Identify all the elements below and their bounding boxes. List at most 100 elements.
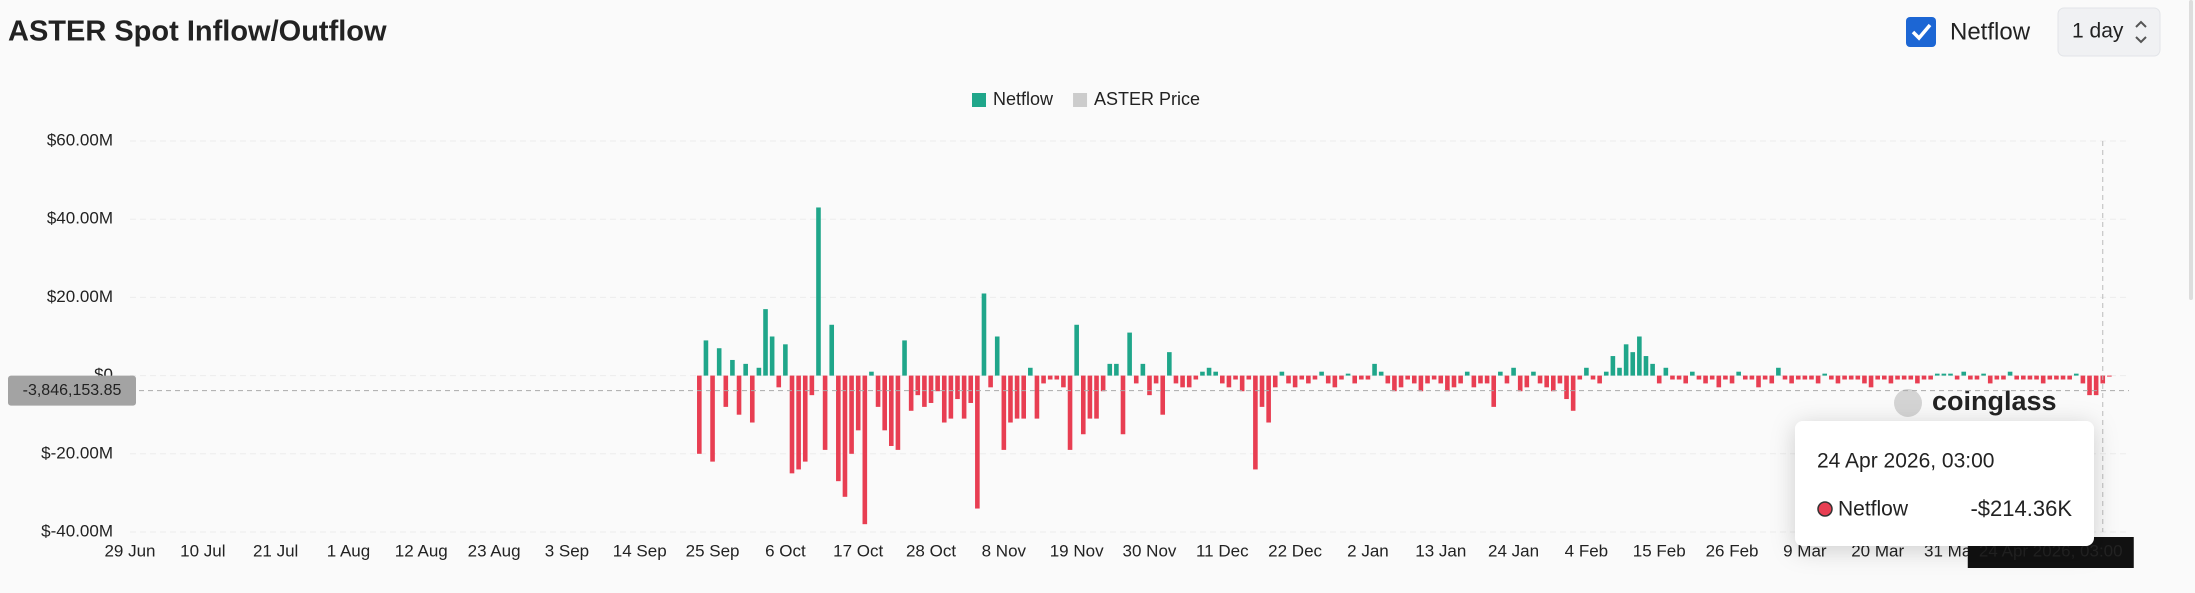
bar [1511,367,1516,376]
bar [749,375,755,423]
bar [1809,375,1814,380]
bar [1306,375,1311,384]
bar [1464,371,1470,376]
bar [1286,375,1291,384]
bar [1756,375,1761,388]
bar [1941,373,1947,376]
bar [1901,375,1907,380]
bar [1524,375,1530,388]
bar [1954,375,1960,380]
bar [2073,373,2079,376]
bar [716,348,722,376]
bar [1087,375,1093,419]
bar [1114,363,1119,376]
bar [1822,373,1828,376]
interval-value[interactable]: 1 day [2072,20,2124,43]
bar [1987,375,1993,384]
bar [2021,375,2026,380]
bar [1637,336,1642,376]
bar [2027,375,2033,380]
bar [796,375,801,470]
bar [1908,375,1914,380]
tooltip-dot [1817,501,1833,517]
bar [1915,375,1920,384]
bar [1663,367,1669,376]
bar [2087,375,2092,396]
bar [769,336,775,376]
bar [1762,375,1768,380]
toggle-label[interactable]: Netflow [1950,18,2031,45]
bar [1041,375,1046,384]
bar [1795,375,1801,380]
bar [1239,375,1245,392]
x-tick-label: 20 Mar [1851,541,1904,560]
bar [1968,375,1973,380]
tooltip-series: Netflow [1838,498,1909,521]
bar [1220,375,1225,384]
bar [849,375,854,454]
bar [1266,375,1271,423]
bar [1577,375,1583,380]
x-tick-label: 19 Nov [1050,541,1104,560]
legend-label: Netflow [993,89,1054,109]
interval-select[interactable] [2057,7,2161,57]
bar [1584,367,1589,376]
bar [1802,375,1808,380]
bar [1445,375,1450,392]
bar [1491,375,1497,407]
x-tick-label: 1 Aug [327,541,371,560]
x-tick-label: 9 Mar [1783,541,1827,560]
bar [935,375,940,392]
bar [915,375,921,396]
bar [1888,375,1894,384]
netflow-toggle[interactable]: Netflow [1906,17,2031,47]
bar [1372,363,1377,376]
bar [1345,373,1351,376]
bar [948,375,954,419]
bar [1921,375,1927,380]
bar [1994,375,2000,380]
bar [1544,375,1549,388]
page-title: ASTER Spot Inflow/Outflow [8,16,387,48]
x-tick-label: 30 Nov [1123,541,1177,560]
bar [1411,375,1417,384]
bar [1981,373,1986,376]
watermark-logo [1894,389,1922,417]
bar [1292,375,1298,388]
bar [1875,375,1880,380]
bar [1471,375,1477,388]
bar [1325,375,1331,384]
bar [1120,375,1126,435]
bar [1193,375,1199,380]
bar [1054,375,1060,380]
bar [922,375,927,407]
bar [1021,375,1026,419]
bar [1789,375,1794,384]
bar [1206,367,1212,376]
bar [955,375,960,400]
x-tick-label: 11 Dec [1196,541,1249,560]
bar [1378,371,1384,376]
bar [1815,375,1821,384]
bar [1259,375,1265,407]
bar [1498,371,1503,376]
bar [1590,375,1596,380]
bar [2060,375,2066,380]
bar [1014,375,1020,419]
bar [862,375,868,525]
x-tick-label: 10 Jul [180,541,225,560]
bar [1570,375,1576,411]
bar [1272,375,1278,388]
bar [1478,375,1483,384]
checkbox[interactable] [1906,17,1936,47]
bar [1961,371,1967,376]
bar [1537,375,1543,384]
bar [1200,371,1205,376]
bar [908,375,914,411]
bar [1749,375,1755,380]
bar [1074,324,1079,376]
bar [1630,352,1636,376]
y-tick-label: $40.00M [47,209,113,228]
bar [1862,375,1867,384]
bar [1001,375,1007,450]
